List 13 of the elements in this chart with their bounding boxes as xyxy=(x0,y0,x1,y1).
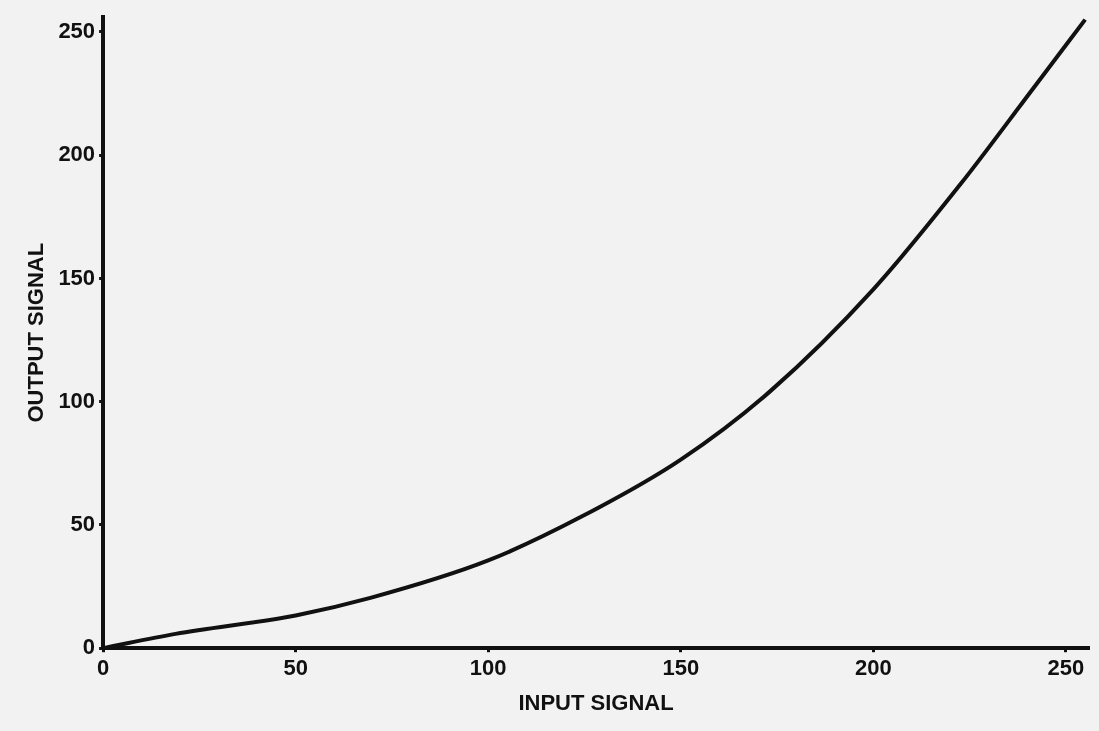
x-tick-label: 100 xyxy=(469,655,507,681)
x-tick-label: 250 xyxy=(1047,655,1085,681)
y-tick-label: 50 xyxy=(70,511,96,537)
x-tick-label: 150 xyxy=(662,655,700,681)
y-axis-title: OUTPUT SIGNAL xyxy=(23,242,49,423)
y-tick-label: 100 xyxy=(58,387,96,413)
y-tick-label: 250 xyxy=(58,18,96,44)
x-axis-title: INPUT SIGNAL xyxy=(518,689,674,715)
x-tick-label: 200 xyxy=(854,655,892,681)
y-tick-label: 0 xyxy=(82,634,96,660)
y-tick-label: 200 xyxy=(58,141,96,167)
y-tick-label: 150 xyxy=(58,264,96,290)
x-tick-label: 50 xyxy=(283,655,308,681)
